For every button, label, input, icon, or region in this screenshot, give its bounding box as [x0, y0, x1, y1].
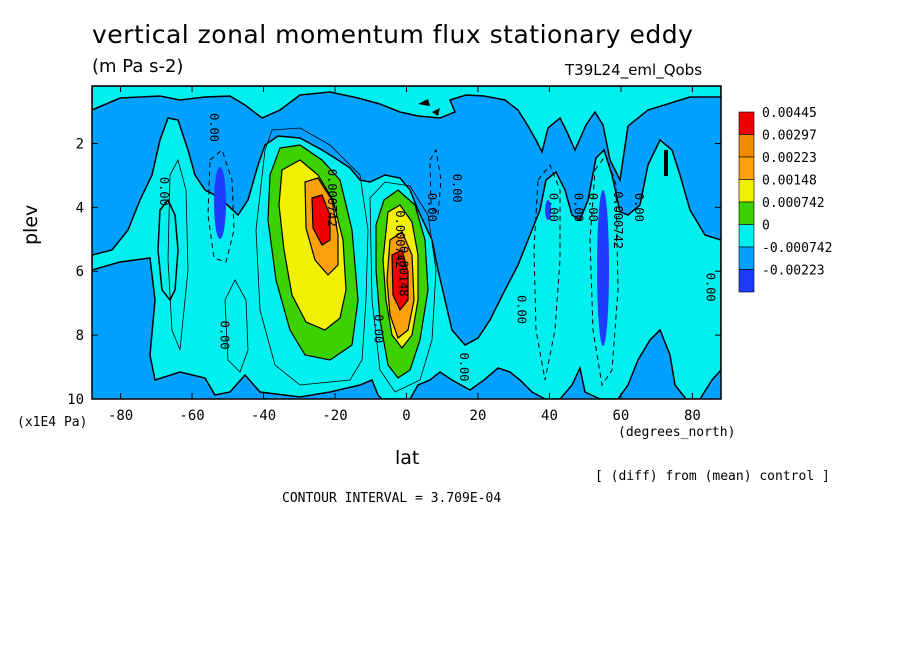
contour-label: 0.00: [371, 314, 385, 343]
legend-label: -0.000742: [762, 241, 832, 256]
contour-label: 0.000742: [325, 169, 339, 227]
red-cell-3s: [391, 249, 409, 312]
contour-label: 0.00: [632, 193, 646, 222]
y-tick-label: 6: [76, 264, 84, 280]
x-tick-label: -60: [179, 408, 204, 424]
thin-contour-d: [167, 158, 189, 351]
y-axis-units: (x1E4 Pa): [17, 415, 88, 430]
legend-swatch: [738, 246, 755, 270]
contour-label: 0.00: [457, 353, 471, 382]
contour-label: 0.00: [450, 174, 464, 203]
neg-cell-55n: [597, 190, 609, 346]
x-tick-label: 40: [541, 408, 558, 424]
plot-area: [92, 86, 721, 399]
thin-contour-b: [369, 181, 437, 393]
x-tick-label: 80: [684, 408, 701, 424]
neg-cell-40n: [545, 200, 551, 220]
contour-label: 0.00: [207, 113, 221, 142]
contour-label: 0.00: [546, 193, 560, 222]
contour-label: 0.00: [704, 273, 718, 302]
contour-label: 0.000742: [393, 210, 407, 268]
comparison-note: [ (diff) from (mean) control ]: [595, 469, 830, 484]
chart-units: (m Pa s-2): [92, 56, 184, 77]
dashed-contour-8n: [429, 148, 442, 217]
y-axis-label: plev: [20, 204, 42, 245]
neg-cell-55s: [214, 167, 226, 239]
x-axis-label: lat: [395, 447, 420, 469]
legend-swatch: [738, 111, 755, 135]
x-axis-units: (degrees_north): [618, 425, 736, 440]
x-tick-label: -20: [322, 408, 347, 424]
contour-label: 0.00: [157, 177, 171, 206]
legend-label: 0.000742: [762, 196, 825, 211]
legend-swatch: [738, 269, 755, 293]
run-name: T39L24_eml_Qobs: [565, 61, 703, 79]
x-tick-label: -80: [108, 408, 133, 424]
legend-label: 0.00297: [762, 129, 817, 144]
red-cell-25s: [311, 194, 331, 246]
x-tick-label: -40: [251, 408, 276, 424]
legend-swatch: [738, 179, 755, 203]
y-axis-ticks: 2 4 6 8 10: [67, 136, 721, 408]
legend-label: 0.00223: [762, 151, 817, 166]
thin-contour-a: [255, 127, 369, 386]
color-legend: 0.00445 0.00297 0.00223 0.00148 0.000742 0 -0.…: [738, 106, 832, 293]
x-tick-label: 0: [402, 408, 410, 424]
legend-swatch: [738, 156, 755, 180]
contour-label: 0.00: [425, 193, 439, 222]
dashed-contour-40n: [533, 164, 561, 381]
dashed-contour-55s: [207, 149, 235, 263]
contour-label: 0.000742: [611, 191, 625, 249]
contour-label: 0.00148: [396, 246, 410, 297]
y-tick-label: 2: [76, 136, 84, 152]
legend-swatch: [738, 201, 755, 225]
legend-label: -0.00223: [762, 264, 825, 279]
y-tick-label: 10: [67, 392, 84, 408]
legend-label: 0.00148: [762, 174, 817, 189]
thin-contour-c: [224, 279, 249, 373]
contour-label: 0.00: [586, 193, 600, 222]
legend-label: 0: [762, 219, 770, 234]
legend-swatch: [738, 134, 755, 158]
x-tick-label: 60: [613, 408, 630, 424]
contour-interval: CONTOUR INTERVAL = 3.709E-04: [282, 491, 502, 506]
x-tick-label: 20: [470, 408, 487, 424]
chart-title: vertical zonal momentum flux stationary …: [92, 20, 694, 49]
cyan-region-top: [92, 86, 721, 183]
y-tick-label: 4: [76, 200, 84, 216]
contour-label: 0.00: [514, 295, 528, 324]
legend-label: 0.00445: [762, 106, 817, 121]
dashed-contour-55n: [589, 153, 619, 387]
legend-swatch: [738, 224, 755, 248]
y-tick-label: 8: [76, 328, 84, 344]
contour-label: 0.00: [218, 321, 232, 350]
contour-labels: 0.000.000.000.0007420.0007420.001480.000…: [157, 113, 718, 381]
x-axis-ticks: -80 -60 -40 -20 0 20 40 60 80: [108, 86, 701, 424]
contour-label: 0.00: [571, 193, 585, 222]
